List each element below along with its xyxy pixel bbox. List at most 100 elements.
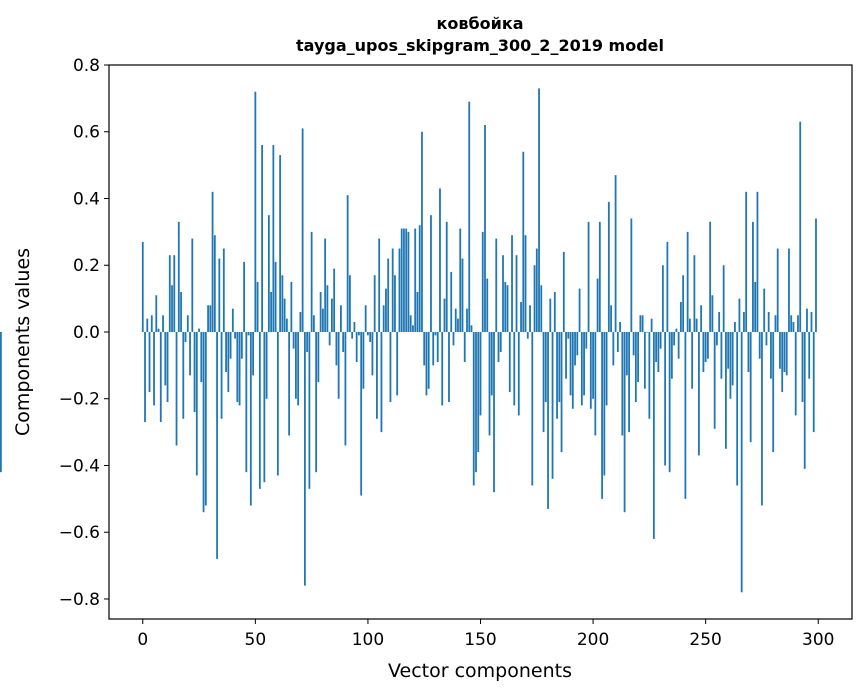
bar (394, 275, 396, 332)
bar (747, 331, 750, 373)
bar (292, 331, 295, 349)
y-tick-label: −0.2 (59, 390, 100, 410)
bar (358, 331, 360, 336)
bar (344, 331, 347, 446)
bar (297, 331, 300, 406)
bar (249, 331, 252, 506)
bar (146, 318, 149, 332)
bar (612, 331, 615, 366)
bar (781, 331, 784, 393)
bar (148, 331, 151, 393)
bar (601, 331, 603, 499)
bar (562, 251, 565, 332)
bar (497, 331, 500, 363)
bar (551, 331, 554, 479)
bar (252, 331, 254, 376)
bar (619, 321, 621, 332)
x-tick-label: 100 (352, 630, 384, 650)
bar (171, 285, 173, 332)
x-tick-label: 150 (464, 630, 496, 650)
bar (767, 311, 770, 332)
bar (272, 145, 275, 332)
x-tick-label: 50 (245, 630, 267, 650)
bar (785, 331, 788, 376)
bar (414, 228, 417, 332)
bar (623, 331, 626, 513)
bar (407, 231, 410, 332)
x-tick-label: 300 (802, 630, 834, 650)
bar (553, 291, 556, 332)
bar (643, 331, 646, 389)
bar (168, 255, 171, 332)
bar (700, 305, 703, 332)
bar (592, 331, 594, 399)
bar (679, 301, 682, 332)
bar (207, 305, 209, 332)
bar (204, 331, 207, 506)
bar (457, 318, 459, 332)
bar (243, 261, 245, 332)
bar (391, 248, 394, 332)
x-tick-label: 0 (137, 630, 148, 650)
bar (589, 331, 592, 409)
bar (337, 331, 340, 399)
bar (664, 331, 667, 466)
bar (441, 331, 444, 406)
bar (225, 331, 227, 373)
bar (731, 331, 734, 386)
bar (484, 125, 486, 332)
bar (364, 305, 367, 332)
bar (504, 281, 507, 332)
y-tick-label: 0.4 (73, 189, 100, 209)
bar (752, 221, 754, 332)
bar (281, 275, 284, 332)
bar (758, 331, 761, 359)
bar (324, 238, 327, 332)
bar (502, 255, 504, 332)
bar (461, 258, 464, 332)
y-tick-label: 0.2 (73, 256, 100, 276)
chart-title: ковбойка (436, 14, 523, 33)
bar (141, 241, 144, 332)
bar (245, 331, 248, 473)
bar (808, 331, 811, 379)
bar (725, 331, 727, 449)
bar (578, 288, 581, 332)
bar (254, 91, 257, 332)
x-tick-label: 250 (689, 630, 721, 650)
bar (765, 331, 768, 346)
bar (526, 331, 529, 339)
bar (270, 291, 273, 332)
bar (506, 285, 509, 332)
bar (400, 228, 403, 332)
bar (261, 145, 263, 332)
bar (409, 315, 412, 332)
bar (164, 331, 167, 386)
bar (540, 285, 543, 332)
bar (630, 218, 633, 332)
bar (670, 331, 673, 379)
bar (477, 331, 480, 453)
bar (371, 331, 374, 376)
bar (666, 241, 669, 332)
bar (387, 258, 390, 332)
bar (779, 331, 781, 369)
bar (799, 121, 802, 332)
bar (405, 228, 408, 332)
bar (661, 265, 664, 332)
bar (202, 331, 205, 513)
bar (535, 248, 538, 332)
bar (182, 331, 185, 419)
bar (376, 331, 378, 419)
bar (648, 331, 651, 419)
bar (788, 248, 790, 332)
bar (423, 331, 426, 366)
bar (488, 331, 491, 436)
bar (650, 318, 653, 332)
bar (745, 191, 748, 332)
bar (691, 331, 694, 389)
bar (720, 331, 723, 379)
bar (815, 218, 817, 332)
y-tick-label: −0.8 (59, 590, 100, 610)
bar (470, 325, 473, 332)
